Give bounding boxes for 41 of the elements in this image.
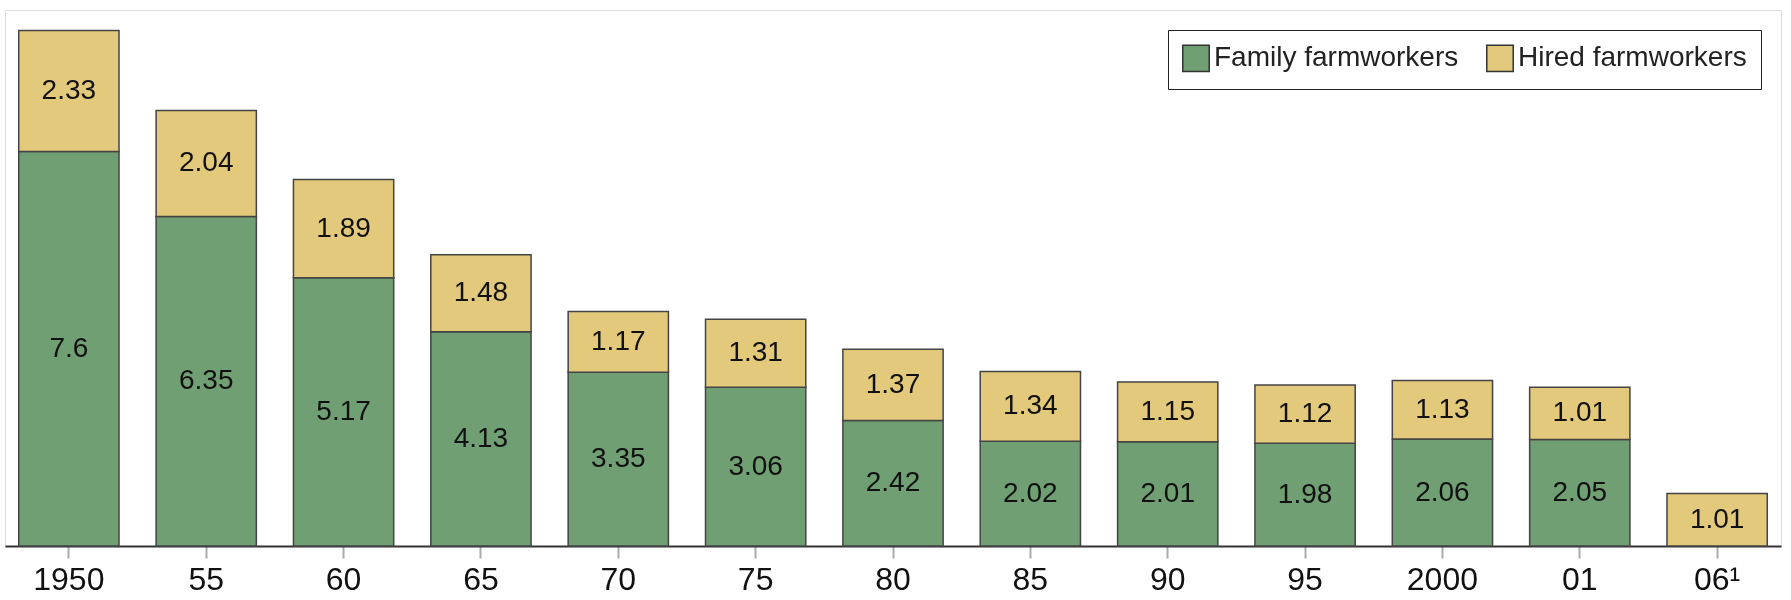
data-label: 1.34: [1003, 389, 1058, 421]
data-label: 1.15: [1140, 394, 1195, 426]
data-label: 2.01: [1140, 476, 1195, 508]
data-label: 2.04: [178, 146, 234, 178]
data-label: 2.06: [1415, 475, 1470, 507]
data-label: 1.01: [1552, 396, 1608, 428]
x-tick-label: 80: [875, 560, 911, 597]
data-label: 1.12: [1277, 397, 1333, 429]
data-label: 6.35: [178, 364, 234, 396]
x-tick-label: 06¹: [1694, 560, 1741, 597]
data-label: 7.6: [49, 331, 89, 363]
data-label: 1.37: [865, 367, 921, 399]
data-label: 3.35: [591, 442, 646, 474]
data-label: 1.98: [1277, 477, 1333, 509]
x-tick-label: 60: [325, 560, 362, 597]
data-label: 2.05: [1552, 475, 1608, 507]
x-tick-label: 01: [1561, 560, 1598, 597]
data-label: 1.17: [591, 324, 646, 356]
x-tick-label: 90: [1149, 560, 1186, 597]
data-label: 1.48: [453, 276, 509, 308]
legend-label: Family farmworkers: [1214, 41, 1459, 73]
data-label: 1.13: [1415, 392, 1470, 424]
x-tick-label: 1950: [33, 560, 105, 597]
data-label: 1.31: [728, 336, 783, 368]
legend-label: Hired farmworkers: [1518, 41, 1747, 73]
x-tick-label: 75: [737, 560, 774, 597]
data-label: 3.06: [728, 449, 783, 481]
data-label: 4.13: [453, 421, 509, 453]
data-label: 1.89: [316, 211, 371, 243]
data-label: 2.33: [41, 74, 97, 106]
x-tick-label: 2000: [1406, 560, 1479, 597]
data-label: 2.02: [1003, 476, 1058, 508]
x-tick-label: 55: [188, 560, 225, 597]
bar: [1666, 492, 1769, 547]
x-tick-label: 70: [600, 560, 637, 597]
data-label: 1.01: [1689, 502, 1745, 534]
data-label: 2.42: [865, 466, 921, 498]
x-tick-label: 85: [1012, 560, 1049, 597]
x-tick-label: 65: [463, 560, 499, 597]
data-label: 5.17: [316, 394, 371, 426]
x-tick-label: 95: [1287, 560, 1323, 597]
